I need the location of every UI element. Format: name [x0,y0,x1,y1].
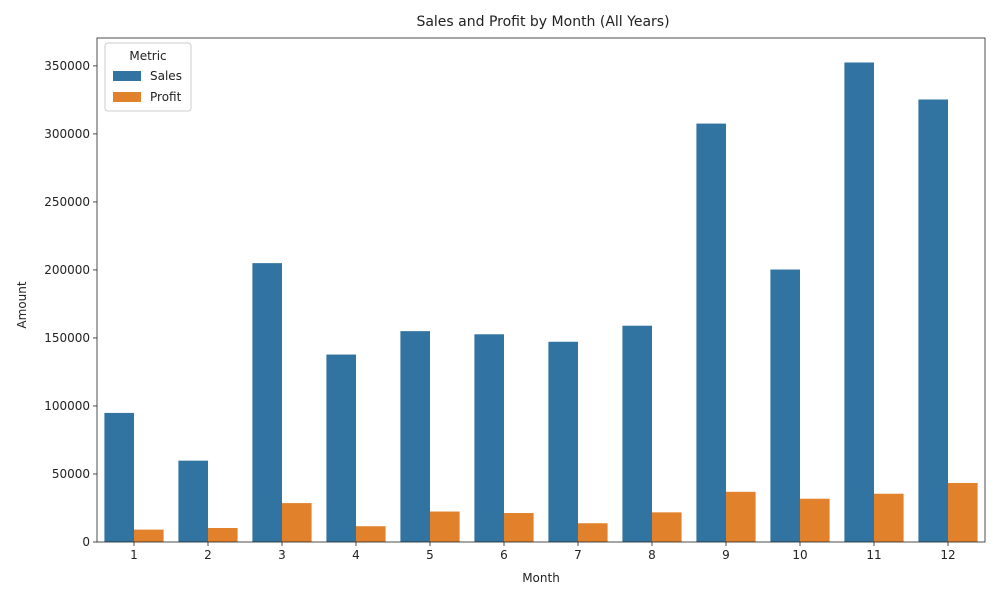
y-axis-label: Amount [15,281,29,328]
bar-profit-month-8 [652,512,682,542]
axes-group: 1 2 3 4 5 6 7 8 9 10 11 120500001000001500002000002… [44,37,986,562]
bar-profit-month-5 [430,511,460,542]
x-tick-label: 3 [278,548,286,562]
legend-title: Metric [129,49,166,63]
bar-sales-month-8 [622,325,652,542]
x-tick-label: 5 [426,548,434,562]
x-tick-label: 7 [574,548,582,562]
y-tick-label: 150000 [44,331,90,345]
y-tick-label: 300000 [44,127,90,141]
y-tick-label: 350000 [44,59,90,73]
legend-swatch-profit [113,92,141,102]
y-tick-label: 100000 [44,399,90,413]
x-tick-label: 6 [500,548,508,562]
bar-sales-month-10 [770,269,800,542]
legend-swatch-sales [113,71,141,81]
plot-frame [96,37,986,543]
bar-sales-month-9 [696,123,726,543]
bar-sales-month-7 [548,341,578,542]
bar-profit-month-4 [356,526,386,542]
bar-sales-month-12 [918,99,948,543]
x-tick-label: 12 [940,548,955,562]
y-tick-label: 200000 [44,263,90,277]
bar-sales-month-2 [178,460,208,542]
bar-profit-month-10 [800,498,830,542]
bar-sales-month-6 [474,334,504,542]
bar-profit-month-11 [874,493,904,542]
bar-profit-month-12 [948,482,978,542]
legend: Metric Sales Profit [104,42,192,112]
bar-sales-month-1 [104,412,134,542]
bars-group [104,62,978,543]
legend-label-profit: Profit [150,90,182,104]
x-tick-label: 1 [130,548,138,562]
y-tick-label: 50000 [52,467,90,481]
bar-sales-month-4 [326,354,356,542]
legend-label-sales: Sales [150,69,182,83]
bar-profit-month-9 [726,491,756,542]
bar-sales-month-5 [400,331,430,542]
y-tick-label: 250000 [44,195,90,209]
bar-profit-month-2 [208,527,238,542]
x-tick-label: 4 [352,548,360,562]
y-tick-label: 0 [82,535,90,549]
x-tick-label: 10 [792,548,807,562]
bar-profit-month-3 [282,503,312,542]
x-tick-label: 11 [866,548,881,562]
x-axis-label: Month [522,571,560,585]
bar-sales-month-3 [252,263,282,542]
bar-profit-month-7 [578,523,608,542]
chart-title: Sales and Profit by Month (All Years) [416,14,669,30]
bar-profit-month-6 [504,513,534,542]
bar-profit-month-1 [134,529,164,542]
x-tick-label: 9 [722,548,730,562]
x-tick-label: 8 [648,548,656,562]
x-tick-label: 2 [204,548,212,562]
bar-sales-month-11 [844,62,874,542]
